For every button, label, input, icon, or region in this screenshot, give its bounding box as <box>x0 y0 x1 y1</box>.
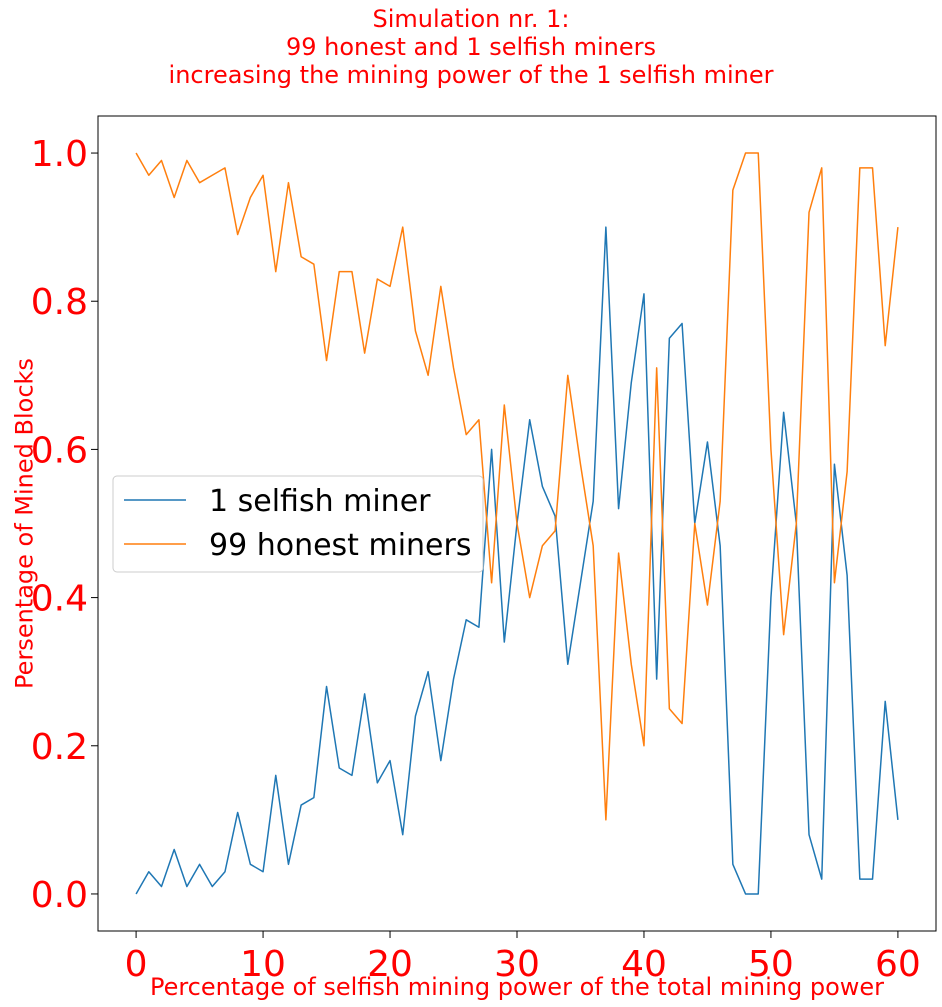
chart-title-line-3: increasing the mining power of the 1 sel… <box>168 61 774 89</box>
y-axis-label: Persentage of Mined Blocks <box>10 358 38 689</box>
chart-title-line-2: 99 honest and 1 selfish miners <box>285 33 657 61</box>
y-tick-label: 0.0 <box>31 875 88 916</box>
x-tick-label: 60 <box>875 944 921 985</box>
y-tick-label: 0.4 <box>31 579 88 620</box>
y-tick-label: 1.0 <box>31 134 88 175</box>
y-axis-ticks: 0.0 0.2 0.4 0.6 0.8 1.0 <box>31 134 98 916</box>
series-line-honest <box>135 152 899 821</box>
y-tick-label: 0.2 <box>31 727 88 768</box>
series-lines <box>135 152 899 895</box>
x-axis-label: Percentage of selfish mining power of th… <box>150 973 884 1001</box>
legend-label-selfish: 1 selfish miner <box>209 484 431 519</box>
x-tick-label: 40 <box>621 944 667 985</box>
legend-box <box>112 475 484 573</box>
x-axis-ticks: 0 10 20 30 40 50 60 <box>125 931 921 985</box>
y-tick-label: 0.8 <box>31 282 88 323</box>
x-tick-label: 10 <box>240 944 286 985</box>
plot-area-frame <box>97 115 937 932</box>
x-tick-label: 20 <box>367 944 413 985</box>
x-tick-label: 30 <box>494 944 540 985</box>
legend: 1 selfish miner 99 honest miners <box>112 475 484 573</box>
chart-title-line-1: Simulation nr. 1: <box>372 5 570 33</box>
y-tick-label: 0.6 <box>31 430 88 471</box>
x-tick-label: 50 <box>748 944 794 985</box>
legend-label-honest: 99 honest miners <box>209 528 471 563</box>
x-tick-label: 0 <box>125 944 148 985</box>
